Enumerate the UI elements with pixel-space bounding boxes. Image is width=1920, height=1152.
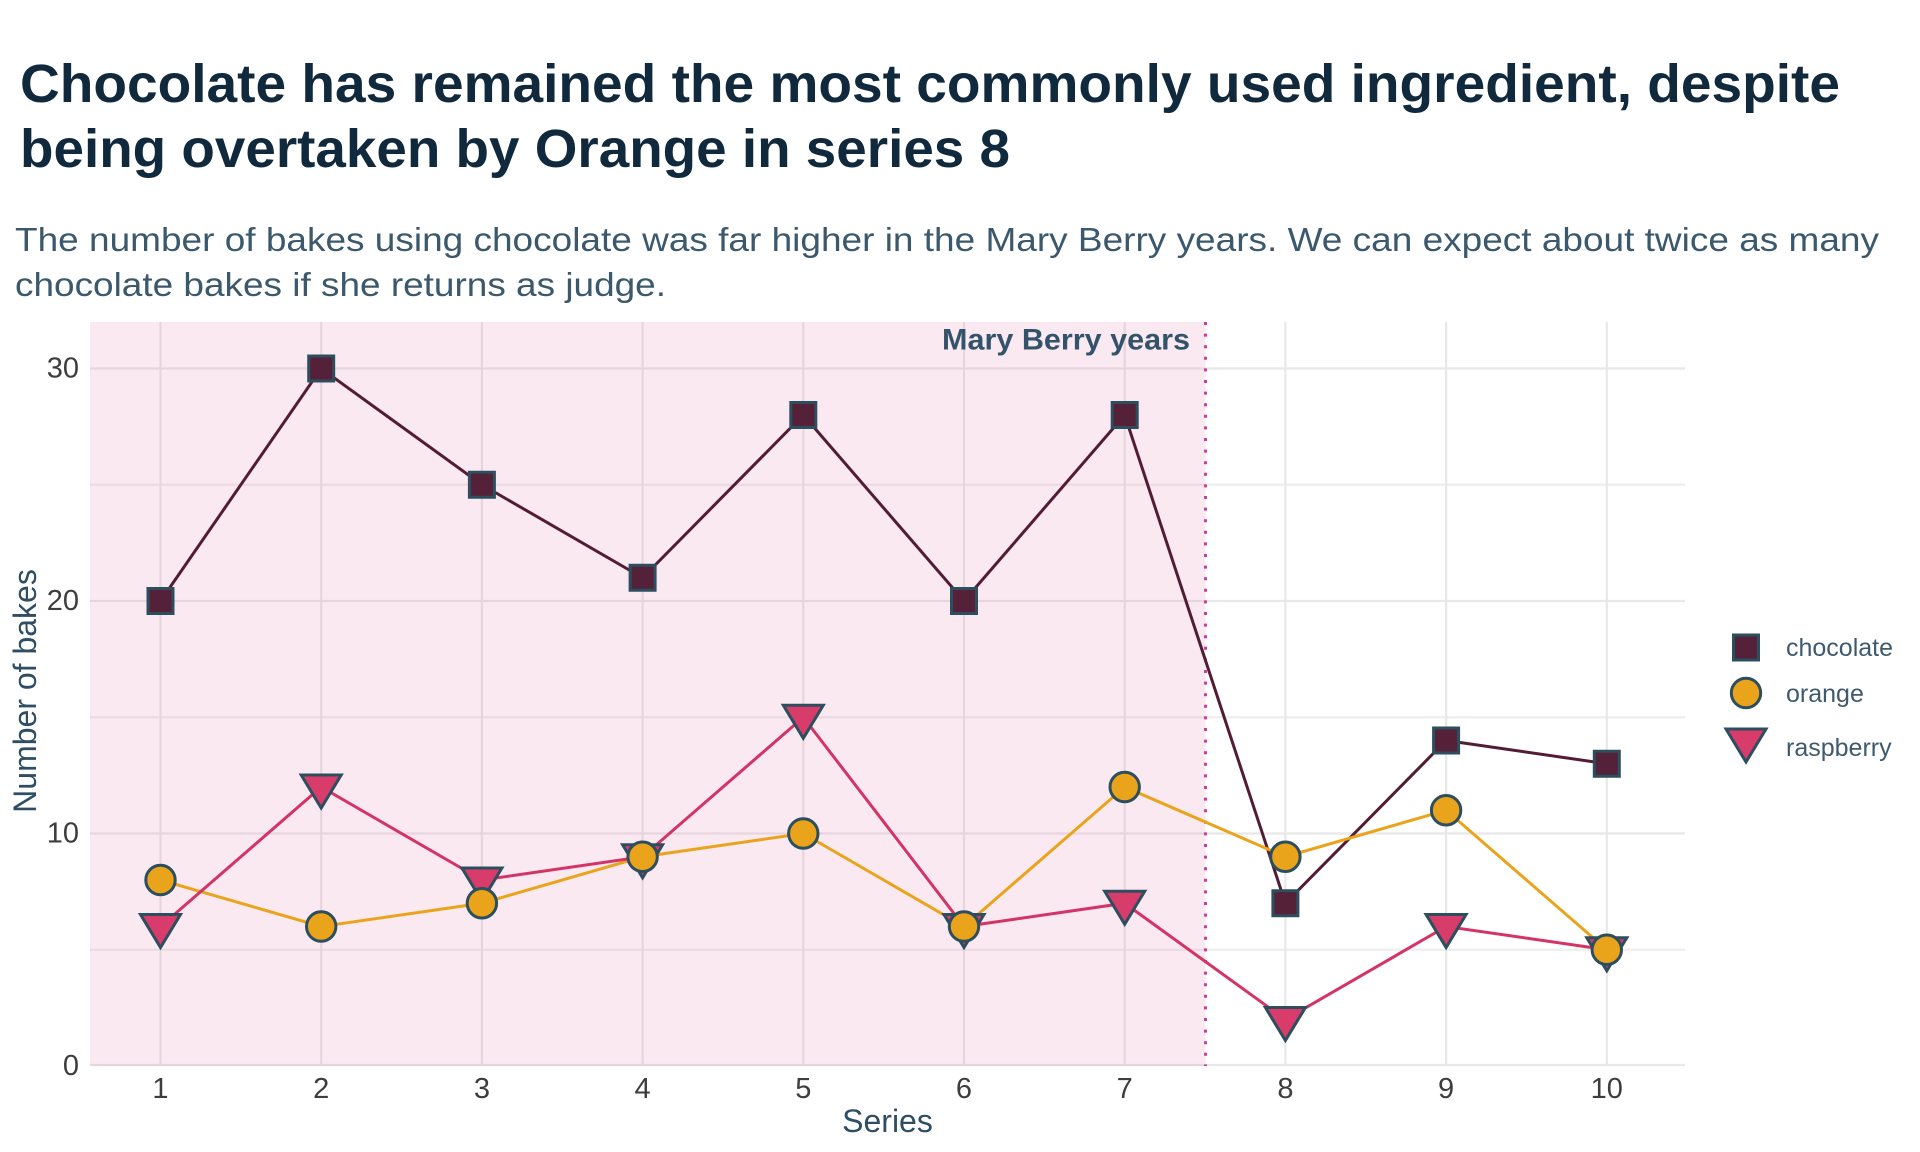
svg-text:Series: Series (842, 1103, 933, 1139)
svg-text:The number of bakes using choc: The number of bakes using chocolate was … (15, 221, 1880, 258)
svg-text:being overtaken by Orange in s: being overtaken by Orange in series 8 (20, 120, 1010, 179)
svg-text:chocolate: chocolate (1786, 634, 1893, 662)
svg-text:10: 10 (47, 818, 79, 850)
svg-text:10: 10 (1591, 1073, 1623, 1105)
svg-text:9: 9 (1438, 1073, 1454, 1105)
svg-text:Chocolate has remained the mos: Chocolate has remained the most commonly… (20, 55, 1840, 114)
svg-text:4: 4 (635, 1073, 651, 1105)
svg-text:5: 5 (795, 1073, 811, 1105)
svg-text:7: 7 (1117, 1073, 1133, 1105)
svg-text:30: 30 (47, 353, 79, 385)
svg-text:0: 0 (63, 1050, 79, 1082)
svg-text:1: 1 (152, 1073, 168, 1105)
svg-text:raspberry: raspberry (1786, 734, 1892, 762)
svg-text:20: 20 (47, 585, 79, 617)
svg-text:6: 6 (956, 1073, 972, 1105)
svg-text:orange: orange (1786, 680, 1864, 708)
svg-text:2: 2 (313, 1073, 329, 1105)
svg-text:chocolate bakes if she returns: chocolate bakes if she returns as judge. (15, 266, 666, 303)
svg-text:3: 3 (474, 1073, 490, 1105)
svg-text:Mary Berry years: Mary Berry years (942, 324, 1190, 357)
svg-text:Number of bakes: Number of bakes (7, 569, 43, 813)
svg-text:8: 8 (1277, 1073, 1293, 1105)
